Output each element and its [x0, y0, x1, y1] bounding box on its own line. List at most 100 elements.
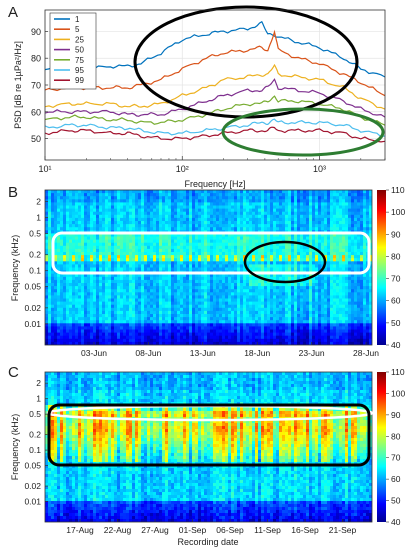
- panel-b-spectrogram-cell: [303, 224, 307, 228]
- panel-b-spectrogram-cell: [117, 341, 121, 345]
- panel-b-spectrogram-cell: [195, 264, 199, 268]
- panel-b-spectrogram-cell: [309, 341, 313, 345]
- panel-b-spectrogram-cell: [318, 320, 322, 324]
- panel-b-spectrogram-cell: [144, 245, 148, 250]
- panel-b-spectrogram-cell: [264, 193, 268, 197]
- panel-b-spectrogram-cell: [117, 320, 121, 324]
- panel-b-spectrogram-cell: [315, 199, 319, 203]
- panel-b-spectrogram-cell: [111, 239, 115, 244]
- panel-b-spectrogram-cell: [114, 307, 118, 312]
- panel-b-spectrogram-cell: [264, 341, 268, 345]
- panel-b-spectrogram-cell: [111, 298, 115, 302]
- panel-b-spectrogram-cell: [225, 221, 229, 225]
- panel-b-spectrogram-cell: [303, 205, 307, 209]
- panel-b-spectrogram-cell: [72, 329, 76, 333]
- panel-b-spectrogram-cell: [336, 202, 340, 206]
- panel-b-spectrogram-cell: [270, 190, 274, 194]
- panel-b-spectrogram-cell: [78, 298, 82, 302]
- panel-b-spectrogram-cell: [123, 323, 127, 327]
- panel-b-spectrogram-cell: [246, 217, 250, 222]
- panel-b-spectrogram-cell: [303, 314, 307, 318]
- panel-b-spectrogram-cell: [282, 298, 286, 302]
- panel-a-legend-label: 99: [75, 76, 84, 85]
- panel-b-spectrogram-cell: [132, 190, 136, 194]
- panel-b-spectrogram-cell: [90, 236, 94, 240]
- panel-b-spectrogram-cell: [222, 320, 226, 324]
- panel-b-spectrogram-cell: [240, 301, 244, 306]
- panel-b-spectrogram-cell: [60, 317, 64, 321]
- panel-b-spectrogram-cell: [147, 323, 151, 327]
- panel-b-spectrogram-cell: [108, 245, 112, 250]
- panel-b-spectrogram-cell: [102, 221, 106, 225]
- panel-b-spectrogram-cell: [237, 202, 241, 206]
- panel-b-spectrogram-cell: [138, 329, 142, 333]
- panel-b-spectrogram-cell: [174, 335, 178, 340]
- panel-b-spectrogram-cell: [66, 199, 70, 203]
- panel-b-spectrogram-cell: [249, 261, 253, 265]
- panel-b-spectrogram-cell: [183, 224, 187, 228]
- panel-b-spectrogram-cell: [183, 248, 187, 253]
- panel-b-spectrogram-cell: [63, 286, 67, 290]
- panel-b-spectrogram-cell: [288, 196, 292, 200]
- panel-b-spectrogram-cell: [288, 261, 292, 265]
- panel-b-spectrogram-cell: [282, 199, 286, 203]
- panel-b-spectrogram-cell: [210, 214, 214, 219]
- panel-b-spectrogram-cell: [102, 267, 106, 271]
- panel-b-spectrogram-cell: [201, 286, 205, 290]
- panel-b-spectrogram-cell: [168, 214, 172, 219]
- panel-b-spectrogram-cell: [174, 301, 178, 306]
- panel-b-spectrogram-cell: [234, 252, 238, 256]
- panel-b-spectrogram-cell: [117, 310, 121, 315]
- panel-b-spectrogram-cell: [240, 242, 244, 247]
- panel-b-spectrogram-cell: [252, 258, 256, 262]
- panel-b-spectrogram-cell: [186, 273, 190, 278]
- panel-b-spectrogram-cell: [270, 301, 274, 306]
- panel-b-spectrogram-cell: [306, 193, 310, 197]
- panel-b-spectrogram-cell: [204, 258, 208, 262]
- panel-b-spectrogram-cell: [252, 202, 256, 206]
- panel-b-spectrogram-cell: [246, 236, 250, 240]
- panel-b-spectrogram-cell: [54, 292, 58, 296]
- panel-b-spectrogram-cell: [300, 338, 304, 343]
- panel-b-spectrogram-cell: [195, 273, 199, 278]
- panel-b-spectrogram-cell: [93, 307, 97, 312]
- panel-b-spectrogram-cell: [270, 289, 274, 293]
- panel-b-spectrogram-cell: [204, 224, 208, 228]
- panel-b-spectrogram-cell: [291, 310, 295, 315]
- panel-b-spectrogram-cell: [147, 326, 151, 330]
- panel-b-spectrogram-cell: [216, 190, 220, 194]
- panel-b-spectrogram-cell: [192, 258, 196, 262]
- panel-b-spectrogram-cell: [312, 190, 316, 194]
- panel-b-spectrogram-cell: [198, 298, 202, 302]
- panel-b-spectrogram-cell: [198, 264, 202, 268]
- panel-b-spectrogram-cell: [249, 332, 253, 337]
- panel-b-spectrogram-cell: [321, 205, 325, 209]
- panel-b-spectrogram-cell: [195, 317, 199, 321]
- panel-b-spectrogram-cell: [63, 335, 67, 340]
- panel-b-spectrogram-cell: [57, 199, 61, 203]
- panel-b-spectrogram-cell: [138, 252, 142, 256]
- panel-b-spectrogram-cell: [189, 205, 193, 209]
- panel-b-spectrogram-cell: [117, 199, 121, 203]
- panel-b-spectrogram-cell: [141, 205, 145, 209]
- panel-b-spectrogram-cell: [45, 245, 49, 250]
- panel-b-spectrogram-cell: [246, 264, 250, 268]
- panel-b-spectrogram-cell: [90, 283, 94, 287]
- panel-b-spectrogram-cell: [87, 193, 91, 197]
- panel-b-spectrogram-cell: [198, 196, 202, 200]
- panel-b-spectrogram-cell: [300, 329, 304, 333]
- panel-b-spectrogram-cell: [63, 332, 67, 337]
- panel-b-spectrogram-cell: [192, 335, 196, 340]
- panel-b-spectrogram-cell: [72, 248, 76, 253]
- panel-b-spectrogram-cell: [228, 202, 232, 206]
- panel-b-spectrogram-cell: [99, 286, 103, 290]
- panel-b-spectrogram-cell: [264, 295, 268, 299]
- panel-b-spectrogram-cell: [87, 292, 91, 296]
- panel-b-spectrogram-cell: [186, 314, 190, 318]
- panel-b-spectrogram-cell: [153, 245, 157, 250]
- panel-b-spectrogram-cell: [141, 242, 145, 247]
- panel-b-spectrogram-cell: [288, 314, 292, 318]
- panel-b-spectrogram-cell: [159, 323, 163, 327]
- panel-b-spectrogram-cell: [171, 332, 175, 337]
- panel-b-spectrogram-cell: [141, 332, 145, 337]
